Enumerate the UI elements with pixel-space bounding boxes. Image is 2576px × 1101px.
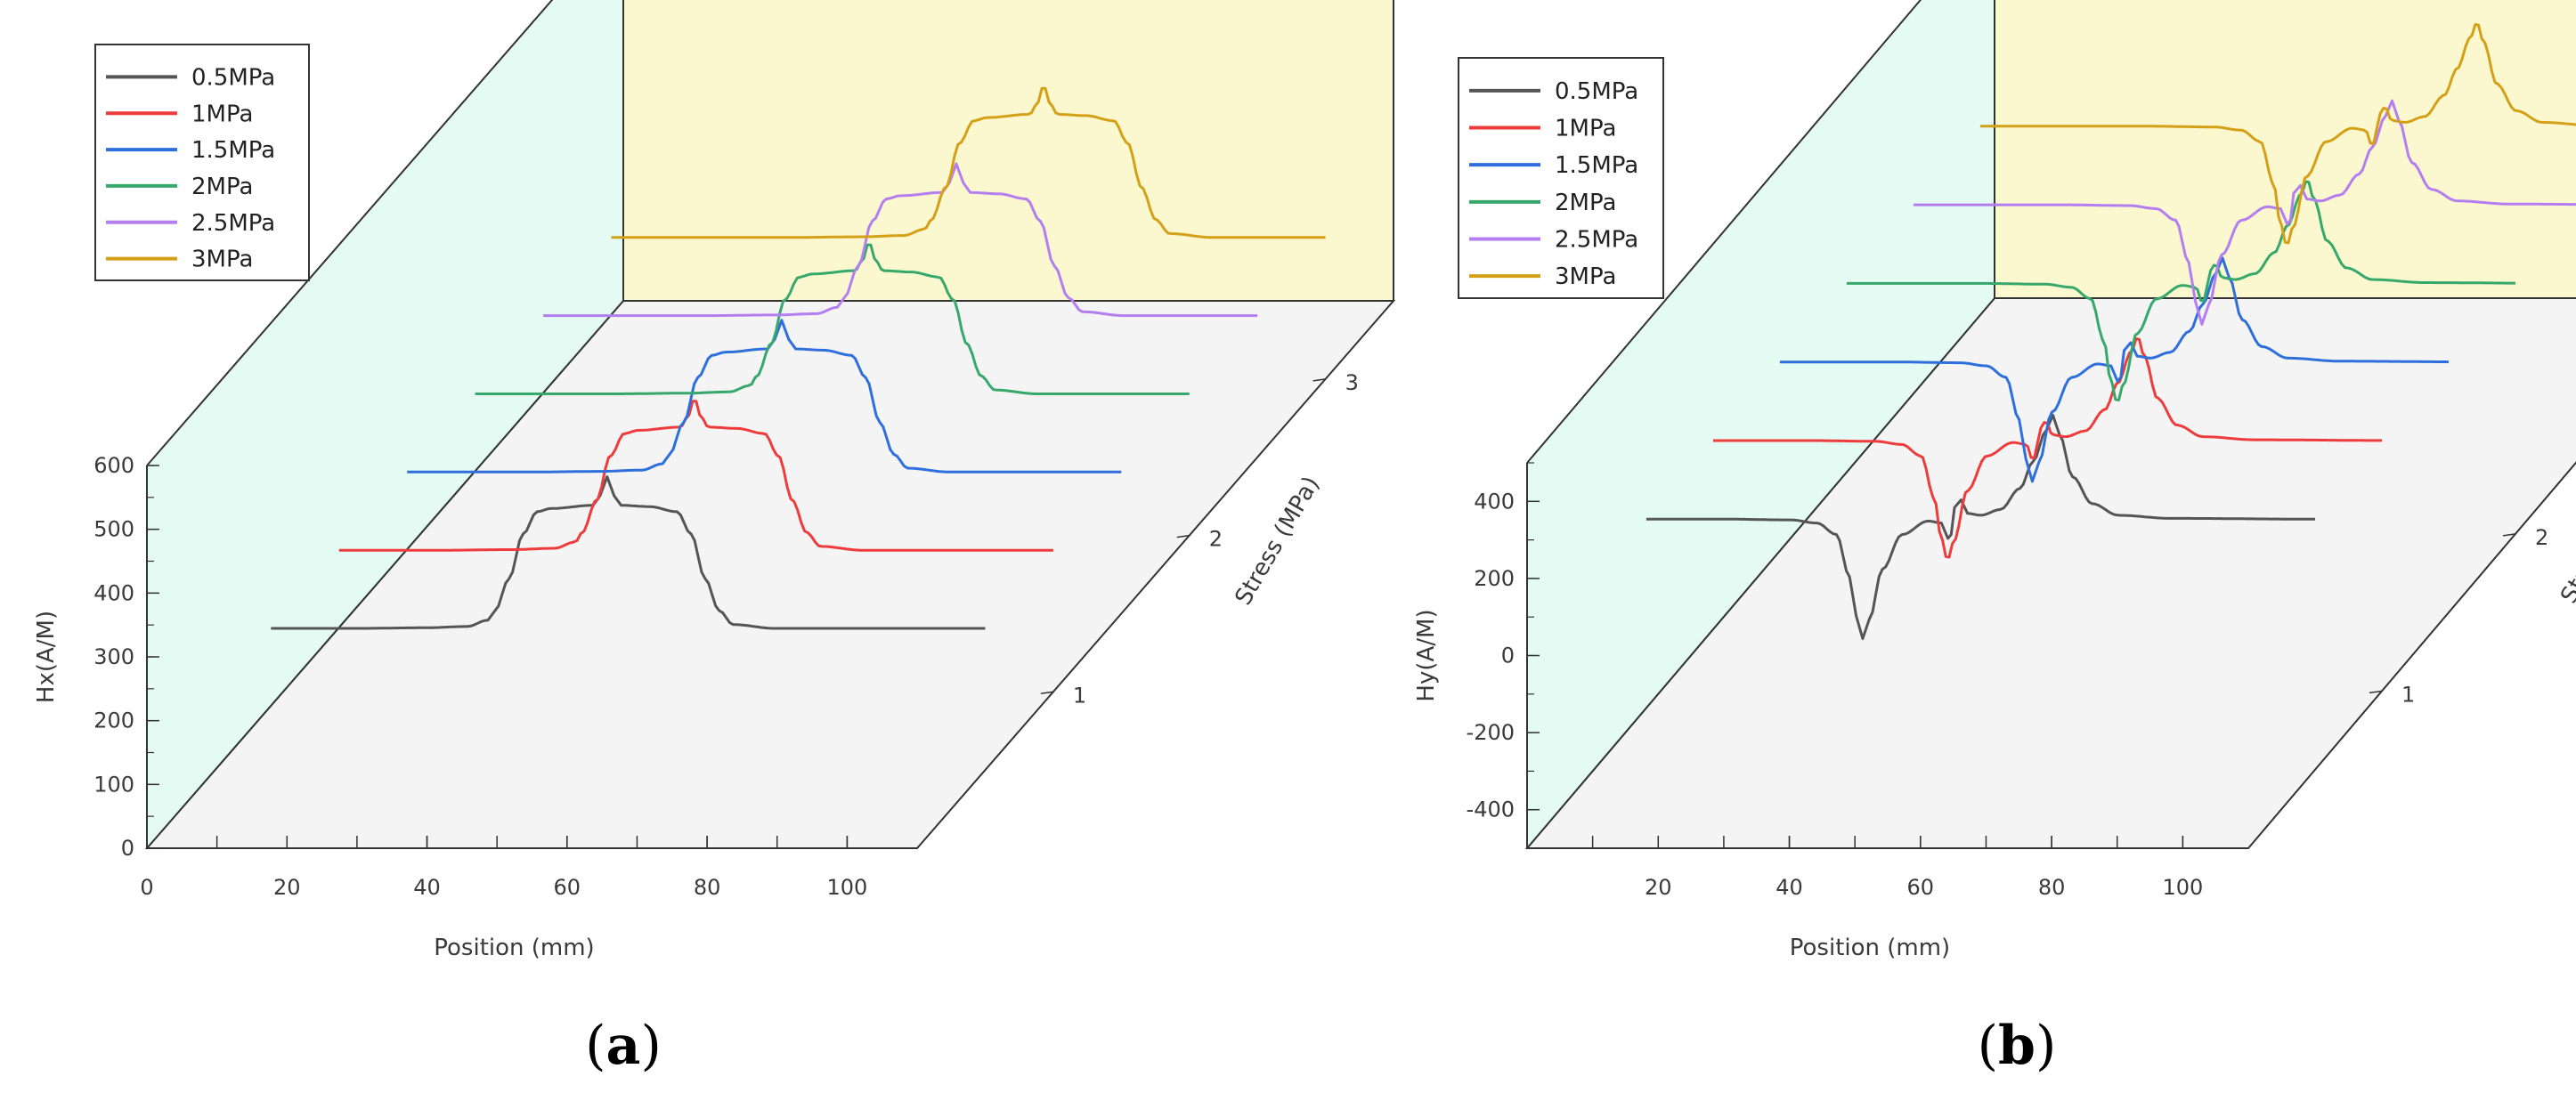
legend-label: 2MPa <box>191 174 253 200</box>
legend-label: 1MPa <box>191 101 253 127</box>
series-line-3MPa <box>611 86 1326 239</box>
legend-label: 2.5MPa <box>191 210 275 237</box>
back-wall-plane <box>1994 0 2576 299</box>
z-axis-title: Stress (MPa) <box>2556 470 2576 608</box>
legend-label: 0.5MPa <box>191 64 275 91</box>
x-axis-title: Position (mm) <box>1790 935 1950 961</box>
z-tick-mark <box>1040 691 1053 695</box>
series-line-1.5MPa <box>407 319 1122 474</box>
top-edge-line <box>1526 0 1922 464</box>
y-axis-title: Hx(A/M) <box>33 611 60 703</box>
panel-label: (b) <box>1978 1015 2057 1077</box>
panel-label-close: ) <box>2036 1015 2056 1077</box>
x-tick-label: 60 <box>1907 875 1935 900</box>
back-wall-plane <box>622 0 1394 302</box>
legend-label: 0.5MPa <box>1555 78 1638 105</box>
y-tick-label: 0 <box>121 836 134 861</box>
x-tick-label: 100 <box>2162 875 2203 900</box>
series-line-0.5MPa <box>1646 413 2315 640</box>
z-tick-label: 1 <box>1073 683 1086 708</box>
legend-box <box>1458 57 1664 299</box>
legend-label: 3MPa <box>191 247 253 273</box>
y-tick-label: 500 <box>93 517 134 542</box>
legend-label: 2MPa <box>1555 190 1616 216</box>
series-line-0.5MPa <box>271 475 986 630</box>
y-axis-title: Hy(A/M) <box>1413 609 1440 701</box>
series-line-2.5MPa <box>1913 99 2576 326</box>
panel-label-open: ( <box>585 1015 605 1077</box>
series-line-1.5MPa <box>1779 256 2450 483</box>
z-tick-label: 2 <box>2535 525 2548 550</box>
y-tick-label: 600 <box>93 453 134 478</box>
y-tick-label: -200 <box>1467 720 1515 745</box>
x-tick-label: 0 <box>140 875 153 900</box>
x-tick-label: 20 <box>1645 875 1672 900</box>
z-tick-label: 2 <box>1209 527 1223 552</box>
panel-label: (a) <box>585 1015 662 1077</box>
legend-label: 1MPa <box>1555 116 1616 142</box>
legend-label: 1.5MPa <box>1555 152 1638 179</box>
x-tick-label: 100 <box>826 875 867 900</box>
depth-axis-line <box>1526 297 1995 849</box>
x-tick-label: 80 <box>694 875 721 900</box>
chart-panel-a: 0 20 40 60 80 100 0 100 200 300 400 500 600 1 2 3 Positi… <box>33 0 1396 1077</box>
legend-label: 1.5MPa <box>191 137 275 164</box>
x-tick-label: 80 <box>2038 875 2066 900</box>
z-tick-mark <box>2369 690 2383 694</box>
left-wall-plane <box>1527 0 1995 848</box>
y-tick-label: 400 <box>93 580 134 605</box>
series-line-2MPa <box>475 243 1190 395</box>
panel-label-letter: b <box>1998 1015 2036 1077</box>
series-line-2MPa <box>1846 180 2515 401</box>
y-tick-label: -400 <box>1467 797 1515 822</box>
z-axis-title: Stress (MPa) <box>1230 472 1325 610</box>
series-line-2.5MPa <box>543 162 1258 318</box>
z-tick-mark <box>1312 378 1326 382</box>
series-line-1MPa <box>338 400 1053 552</box>
y-tick-label: 0 <box>1501 644 1515 668</box>
legend-label: 3MPa <box>1555 263 1616 290</box>
y-tick-label: 300 <box>93 644 134 669</box>
y-tick-label: 200 <box>1474 566 1515 591</box>
z-tick-mark <box>1176 534 1190 538</box>
panel-label-close: ) <box>640 1015 661 1077</box>
x-tick-label: 20 <box>273 875 301 900</box>
z-tick-label: 3 <box>1345 370 1359 395</box>
z-tick-mark <box>2502 533 2516 537</box>
series-line-3MPa <box>1979 23 2576 245</box>
z-tick-label: 1 <box>2401 682 2415 707</box>
top-edge-line <box>146 0 554 466</box>
y-tick-label: 400 <box>1474 489 1515 514</box>
y-tick-label: 100 <box>93 772 134 797</box>
left-wall-plane <box>147 0 623 848</box>
legend-box <box>94 44 310 281</box>
x-tick-label: 40 <box>413 875 441 900</box>
x-tick-label: 60 <box>554 875 581 900</box>
legend-label: 2.5MPa <box>1555 227 1638 254</box>
x-tick-label: 40 <box>1776 875 1803 900</box>
x-axis-title: Position (mm) <box>434 935 594 961</box>
panel-label-open: ( <box>1978 1015 1998 1077</box>
panel-label-letter: a <box>606 1015 641 1077</box>
y-tick-label: 200 <box>93 708 134 733</box>
depth-axis-line <box>146 300 624 849</box>
